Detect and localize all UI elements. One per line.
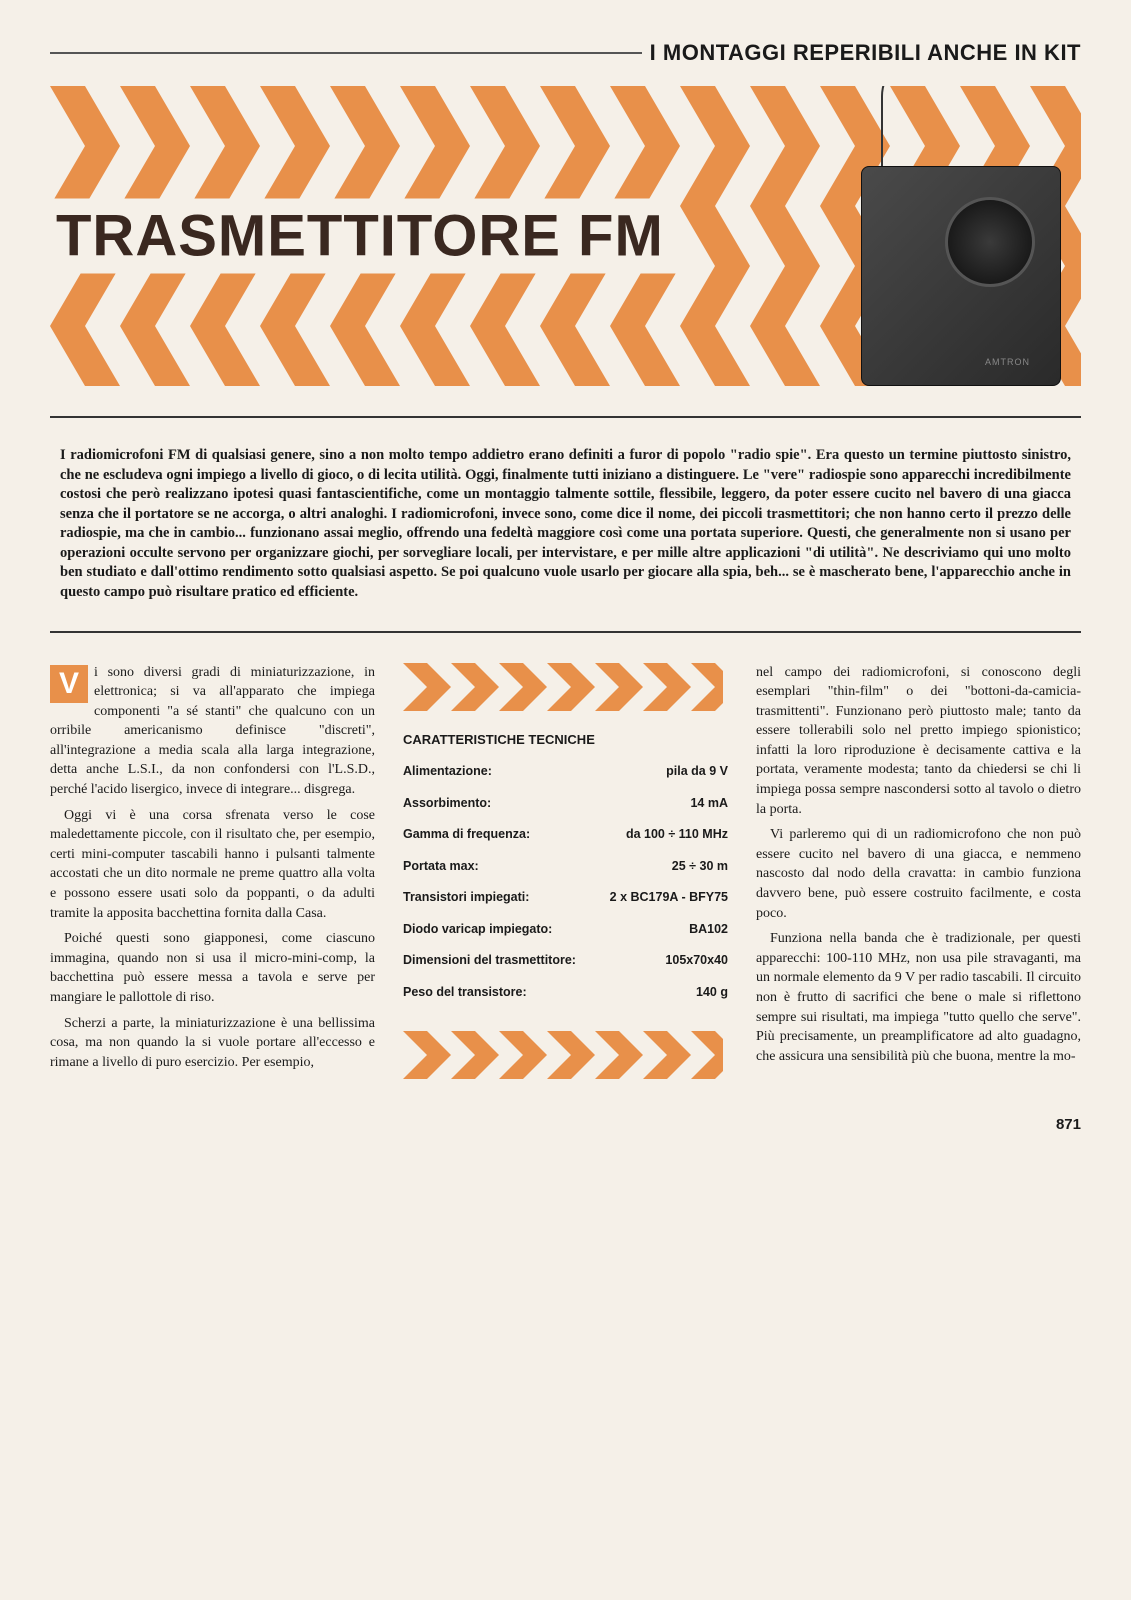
body-paragraph: Funziona nella banda che è tradizionale,… [756, 929, 1081, 1066]
body-columns: V i sono diversi gradi di miniaturizzazi… [50, 663, 1081, 1086]
spec-label: Dimensioni del trasmettitore: [403, 952, 657, 970]
section-title: I MONTAGGI REPERIBILI ANCHE IN KIT [650, 40, 1081, 66]
spec-row: Dimensioni del trasmettitore: 105x70x40 [403, 952, 728, 970]
spec-value: 2 x BC179A - BFY75 [610, 889, 728, 907]
divider-rule [50, 416, 1081, 418]
spec-banner-bottom [403, 1031, 723, 1079]
device-speaker [945, 197, 1035, 287]
spec-value: 105x70x40 [665, 952, 728, 970]
device-illustration: AMTRON [831, 96, 1061, 386]
spec-value: 14 mA [690, 795, 728, 813]
spec-value: 25 ÷ 30 m [672, 858, 728, 876]
intro-paragraph: I radiomicrofoni FM di qualsiasi genere,… [50, 438, 1081, 611]
spec-value: BA102 [689, 921, 728, 939]
body-paragraph: nel campo dei radiomicrofoni, si conosco… [756, 663, 1081, 820]
column-left: V i sono diversi gradi di miniaturizzazi… [50, 663, 375, 1086]
body-paragraph: Oggi vi è una corsa sfrenata verso le co… [50, 806, 375, 924]
column-right: nel campo dei radiomicrofoni, si conosco… [756, 663, 1081, 1086]
body-paragraph: Vi parleremo qui di un radiomicrofono ch… [756, 825, 1081, 923]
device-brand-label: AMTRON [985, 357, 1030, 367]
device-body: AMTRON [861, 166, 1061, 386]
column-center: CARATTERISTICHE TECNICHE Alimentazione: p… [403, 663, 728, 1086]
device-antenna [881, 86, 961, 176]
divider-rule [50, 631, 1081, 633]
spec-label: Alimentazione: [403, 763, 658, 781]
spec-row: Alimentazione: pila da 9 V [403, 763, 728, 781]
body-text: i sono diversi gradi di miniaturizzazion… [50, 665, 375, 798]
spec-label: Assorbimento: [403, 795, 682, 813]
header-rule [50, 52, 642, 54]
spec-banner-top [403, 663, 723, 711]
specs-table: Alimentazione: pila da 9 V Assorbimento: 14… [403, 763, 728, 1001]
spec-row: Assorbimento: 14 mA [403, 795, 728, 813]
spec-row: Transistori impiegati: 2 x BC179A - BFY75 [403, 889, 728, 907]
hero-banner: TRASMETTITORE FM AMTRON [50, 86, 1081, 386]
spec-value: 140 g [696, 984, 728, 1002]
body-paragraph: Poiché questi sono giapponesi, come cias… [50, 929, 375, 1007]
spec-value: da 100 ÷ 110 MHz [626, 826, 728, 844]
spec-row: Gamma di frequenza: da 100 ÷ 110 MHz [403, 826, 728, 844]
page-number: 871 [50, 1116, 1081, 1133]
spec-row: Portata max: 25 ÷ 30 m [403, 858, 728, 876]
spec-label: Gamma di frequenza: [403, 826, 618, 844]
spec-label: Diodo varicap impiegato: [403, 921, 681, 939]
dropcap: V [50, 665, 88, 703]
body-paragraph: V i sono diversi gradi di miniaturizzazi… [50, 663, 375, 800]
body-paragraph: Scherzi a parte, la miniaturizzazione è … [50, 1014, 375, 1073]
spec-label: Peso del transistore: [403, 984, 688, 1002]
section-header-row: I MONTAGGI REPERIBILI ANCHE IN KIT [50, 40, 1081, 66]
article-title: TRASMETTITORE FM [50, 199, 680, 274]
specs-heading: CARATTERISTICHE TECNICHE [403, 731, 728, 749]
spec-label: Portata max: [403, 858, 664, 876]
spec-label: Transistori impiegati: [403, 889, 602, 907]
spec-row: Peso del transistore: 140 g [403, 984, 728, 1002]
spec-value: pila da 9 V [666, 763, 728, 781]
spec-row: Diodo varicap impiegato: BA102 [403, 921, 728, 939]
